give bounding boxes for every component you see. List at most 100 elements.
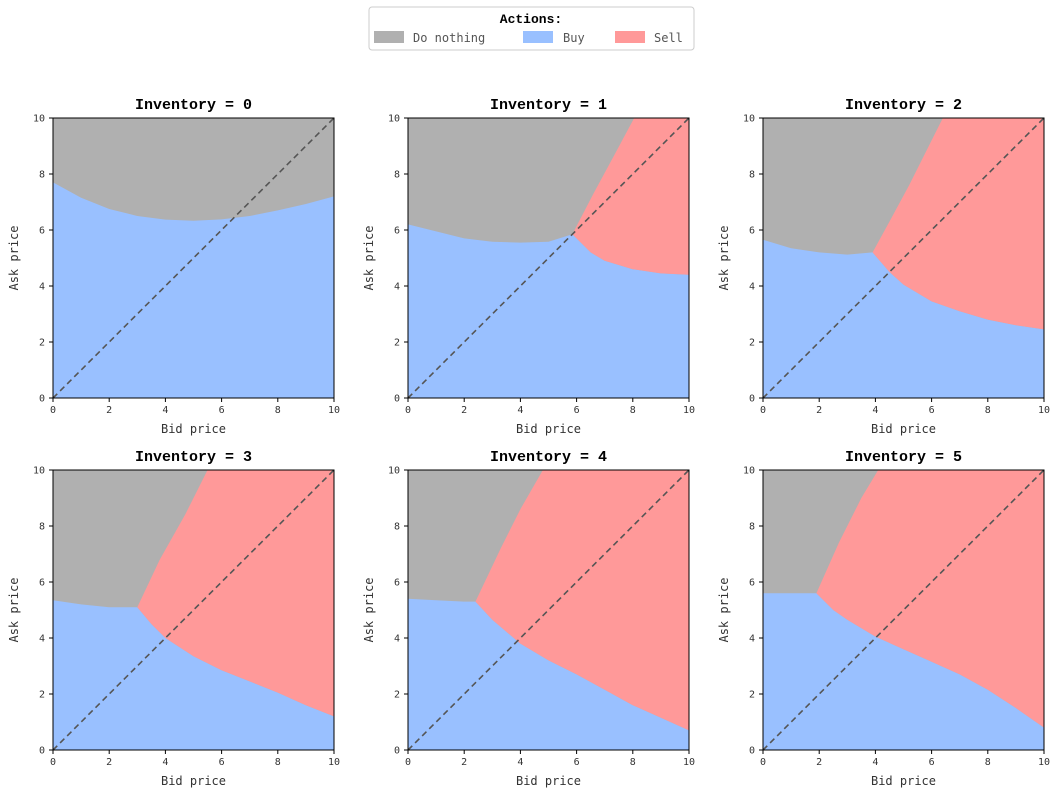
legend-frame — [368, 6, 695, 51]
y-tick-label: 4 — [39, 282, 45, 293]
y-axis-label: Ask price — [362, 225, 376, 290]
y-tick-label: 0 — [749, 746, 755, 757]
y-tick-label: 8 — [749, 170, 755, 181]
y-tick-label: 6 — [394, 578, 400, 589]
region-sell — [137, 470, 334, 717]
y-tick-label: 2 — [394, 690, 400, 701]
x-tick-label: 2 — [461, 757, 467, 768]
y-tick-label: 4 — [749, 282, 755, 293]
y-axis-label: Ask price — [362, 577, 376, 642]
diagonal-line — [762, 117, 1045, 399]
panel-title: Inventory = 3 — [135, 449, 252, 466]
x-tick-label: 6 — [219, 405, 225, 416]
x-tick-label: 0 — [760, 757, 766, 768]
panel-inventory-1: 0 2 4 6 8 10 0 2 4 6 8 10 Inventory = 1 Bid price Ask … — [362, 97, 695, 436]
x-tick-label: 10 — [1038, 757, 1050, 768]
y-tick-label: 2 — [39, 338, 45, 349]
panel-title: Inventory = 1 — [490, 97, 607, 114]
x-tick-label: 2 — [816, 757, 822, 768]
diagonal-line — [52, 117, 335, 399]
y-tick-label: 4 — [39, 634, 45, 645]
legend-label-sell: Sell — [654, 31, 683, 45]
y-tick-label: 8 — [39, 170, 45, 181]
axes-frame — [52, 117, 335, 399]
y-axis-label: Ask price — [717, 577, 731, 642]
x-tick-label: 10 — [683, 405, 695, 416]
x-tick-label: 2 — [816, 405, 822, 416]
y-tick-label: 2 — [394, 338, 400, 349]
y-tick-label: 2 — [749, 338, 755, 349]
x-tick-label: 6 — [929, 757, 935, 768]
y-axis-label: Ask price — [717, 225, 731, 290]
panel-title: Inventory = 5 — [845, 449, 962, 466]
legend-swatch-do-nothing — [374, 31, 404, 43]
panel-inventory-2: 0 2 4 6 8 10 0 2 4 6 8 10 Inventory = 2 Bid price Ask … — [717, 97, 1050, 436]
x-tick-label: 8 — [275, 405, 281, 416]
y-tick-label: 0 — [39, 394, 45, 405]
x-tick-label: 6 — [574, 757, 580, 768]
region-buy — [53, 182, 334, 398]
axes-frame — [407, 117, 690, 399]
y-tick-label: 6 — [39, 578, 45, 589]
y-tick-label: 10 — [33, 114, 45, 125]
x-tick-label: 4 — [872, 405, 878, 416]
y-tick-label: 0 — [394, 394, 400, 405]
x-tick-label: 2 — [106, 757, 112, 768]
legend-label-do-nothing: Do nothing — [413, 31, 485, 45]
diagonal-line — [762, 469, 1045, 751]
x-tick-label: 8 — [630, 757, 636, 768]
x-tick-label: 6 — [929, 405, 935, 416]
panel-title: Inventory = 0 — [135, 97, 252, 114]
region-buy — [763, 239, 1044, 398]
x-tick-label: 10 — [683, 757, 695, 768]
y-tick-label: 10 — [743, 114, 755, 125]
region-sell — [816, 470, 1044, 728]
x-tick-label: 10 — [328, 405, 340, 416]
y-tick-label: 8 — [39, 522, 45, 533]
diagonal-line — [407, 117, 690, 399]
x-tick-label: 4 — [872, 757, 878, 768]
diagonal-line — [407, 469, 690, 751]
x-axis-label: Bid price — [871, 422, 936, 436]
x-tick-label: 6 — [219, 757, 225, 768]
x-tick-label: 4 — [162, 405, 168, 416]
region-sell — [572, 118, 689, 275]
y-tick-label: 10 — [33, 466, 45, 477]
legend: Actions: Do nothing Buy Sell — [368, 6, 695, 51]
panel-inventory-3: 0 2 4 6 8 10 0 2 4 6 8 10 Inventory = 3 Bid price Ask … — [7, 449, 340, 788]
x-tick-label: 4 — [162, 757, 168, 768]
axes-frame — [52, 469, 335, 751]
y-tick-label: 2 — [749, 690, 755, 701]
x-tick-label: 0 — [760, 405, 766, 416]
y-tick-label: 4 — [394, 282, 400, 293]
x-tick-label: 0 — [50, 757, 56, 768]
region-buy — [408, 224, 689, 398]
axes-frame — [762, 469, 1045, 751]
panel-title: Inventory = 2 — [845, 97, 962, 114]
x-tick-label: 0 — [405, 405, 411, 416]
x-axis-label: Bid price — [516, 422, 581, 436]
y-tick-label: 6 — [39, 226, 45, 237]
y-axis-label: Ask price — [7, 225, 21, 290]
axes-frame — [762, 117, 1045, 399]
x-tick-label: 2 — [461, 405, 467, 416]
diagonal-line — [52, 469, 335, 751]
x-tick-label: 8 — [985, 405, 991, 416]
legend-label-buy: Buy — [563, 31, 585, 45]
x-tick-label: 4 — [517, 405, 523, 416]
x-axis-label: Bid price — [516, 774, 581, 788]
region-buy — [408, 598, 689, 750]
panel-inventory-0: 0 2 4 6 8 10 0 2 4 6 8 10 Inventory = 0 Bid price Ask … — [7, 97, 340, 436]
y-tick-label: 0 — [39, 746, 45, 757]
x-tick-label: 8 — [985, 757, 991, 768]
legend-swatch-buy — [523, 31, 553, 43]
y-tick-label: 10 — [743, 466, 755, 477]
x-tick-label: 4 — [517, 757, 523, 768]
y-tick-label: 2 — [39, 690, 45, 701]
x-axis-label: Bid price — [161, 774, 226, 788]
panel-title: Inventory = 4 — [490, 449, 607, 466]
axes-frame — [407, 469, 690, 751]
x-tick-label: 0 — [50, 405, 56, 416]
y-tick-label: 8 — [394, 170, 400, 181]
x-tick-label: 6 — [574, 405, 580, 416]
